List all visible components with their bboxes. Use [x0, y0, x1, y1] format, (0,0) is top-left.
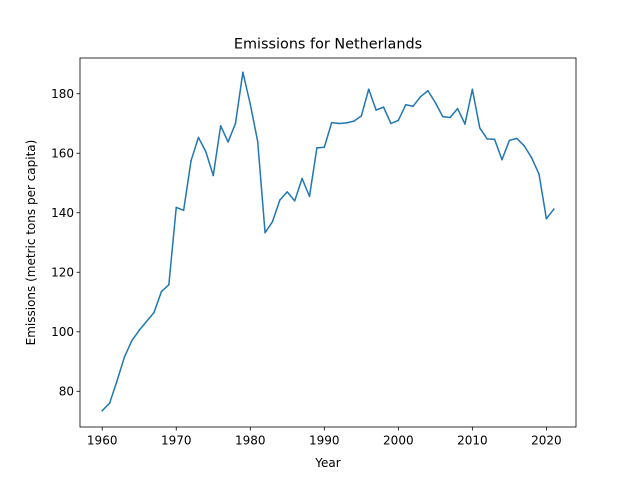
data-point	[286, 191, 289, 193]
x-tick-label: 2010	[457, 434, 488, 448]
data-point	[434, 101, 437, 104]
data-point	[427, 89, 429, 92]
data-point	[338, 122, 340, 125]
data-point	[390, 122, 392, 125]
data-point	[101, 409, 103, 412]
data-point	[316, 147, 318, 149]
data-point	[464, 123, 466, 125]
y-tick-label: 120	[51, 266, 74, 280]
data-point	[360, 115, 363, 117]
data-point	[160, 290, 163, 293]
data-point	[138, 329, 140, 332]
data-point	[382, 106, 385, 108]
data-point	[404, 103, 407, 106]
data-point	[108, 402, 111, 404]
x-tick-label: 2020	[531, 434, 562, 448]
data-point	[471, 88, 474, 90]
data-point	[256, 140, 259, 143]
axes-frame	[79, 57, 577, 428]
data-point	[219, 125, 222, 127]
data-point	[375, 109, 377, 111]
x-tick-label: 1990	[309, 434, 340, 448]
data-point	[553, 208, 555, 210]
data-point	[175, 206, 177, 209]
y-tick-label: 160	[51, 147, 74, 161]
y-tick-label: 140	[51, 206, 74, 220]
x-axis: 1960 1970 1980 1990 2000 2010 2020	[87, 427, 562, 448]
data-point	[538, 173, 540, 175]
series-line-0	[101, 71, 555, 412]
y-tick-label: 180	[51, 87, 74, 101]
data-point	[279, 199, 281, 201]
series-points-0	[101, 71, 555, 412]
data-point	[367, 88, 370, 90]
y-axis-label: Emissions (metric tons per capita)	[24, 140, 38, 346]
data-point	[501, 159, 503, 161]
data-point	[205, 150, 207, 153]
y-tick-label: 80	[59, 385, 74, 399]
x-tick-label: 2000	[383, 434, 414, 448]
x-tick-label: 1960	[87, 434, 118, 448]
data-point	[456, 107, 459, 110]
data-point	[153, 311, 155, 314]
data-point	[523, 145, 525, 147]
data-point	[131, 339, 133, 342]
data-point	[345, 122, 348, 124]
data-point	[442, 115, 444, 118]
x-axis-label: Year	[314, 456, 340, 470]
x-tick-label: 1970	[161, 434, 192, 448]
data-point	[479, 127, 481, 129]
data-point	[242, 71, 244, 74]
data-point	[123, 356, 126, 358]
data-point	[212, 174, 214, 177]
data-point	[234, 122, 237, 125]
data-point	[271, 220, 274, 223]
data-point	[308, 195, 311, 198]
data-point	[145, 320, 148, 323]
data-point	[301, 177, 303, 180]
data-point	[353, 120, 355, 122]
data-point	[190, 159, 192, 162]
y-axis: 80 100 120 140 160 180	[51, 87, 80, 399]
data-point	[293, 200, 296, 202]
data-point	[486, 138, 488, 140]
data-point	[197, 136, 200, 139]
data-point	[508, 139, 511, 142]
data-point	[530, 156, 533, 159]
data-point	[227, 141, 229, 143]
data-point	[182, 209, 185, 212]
data-point	[323, 146, 326, 149]
data-point	[168, 284, 170, 286]
data-point	[419, 95, 422, 98]
chart-title: Emissions for Netherlands	[234, 37, 422, 53]
plot-area	[101, 71, 555, 412]
data-point	[545, 217, 548, 220]
data-point	[116, 380, 118, 382]
y-tick-label: 100	[51, 325, 74, 339]
data-point	[249, 103, 252, 105]
data-point	[516, 137, 518, 140]
data-point	[397, 119, 400, 122]
data-point	[449, 116, 451, 119]
data-point	[264, 231, 266, 234]
x-tick-label: 1980	[235, 434, 266, 448]
data-point	[330, 121, 333, 124]
data-point	[493, 138, 496, 140]
data-point	[412, 105, 414, 107]
